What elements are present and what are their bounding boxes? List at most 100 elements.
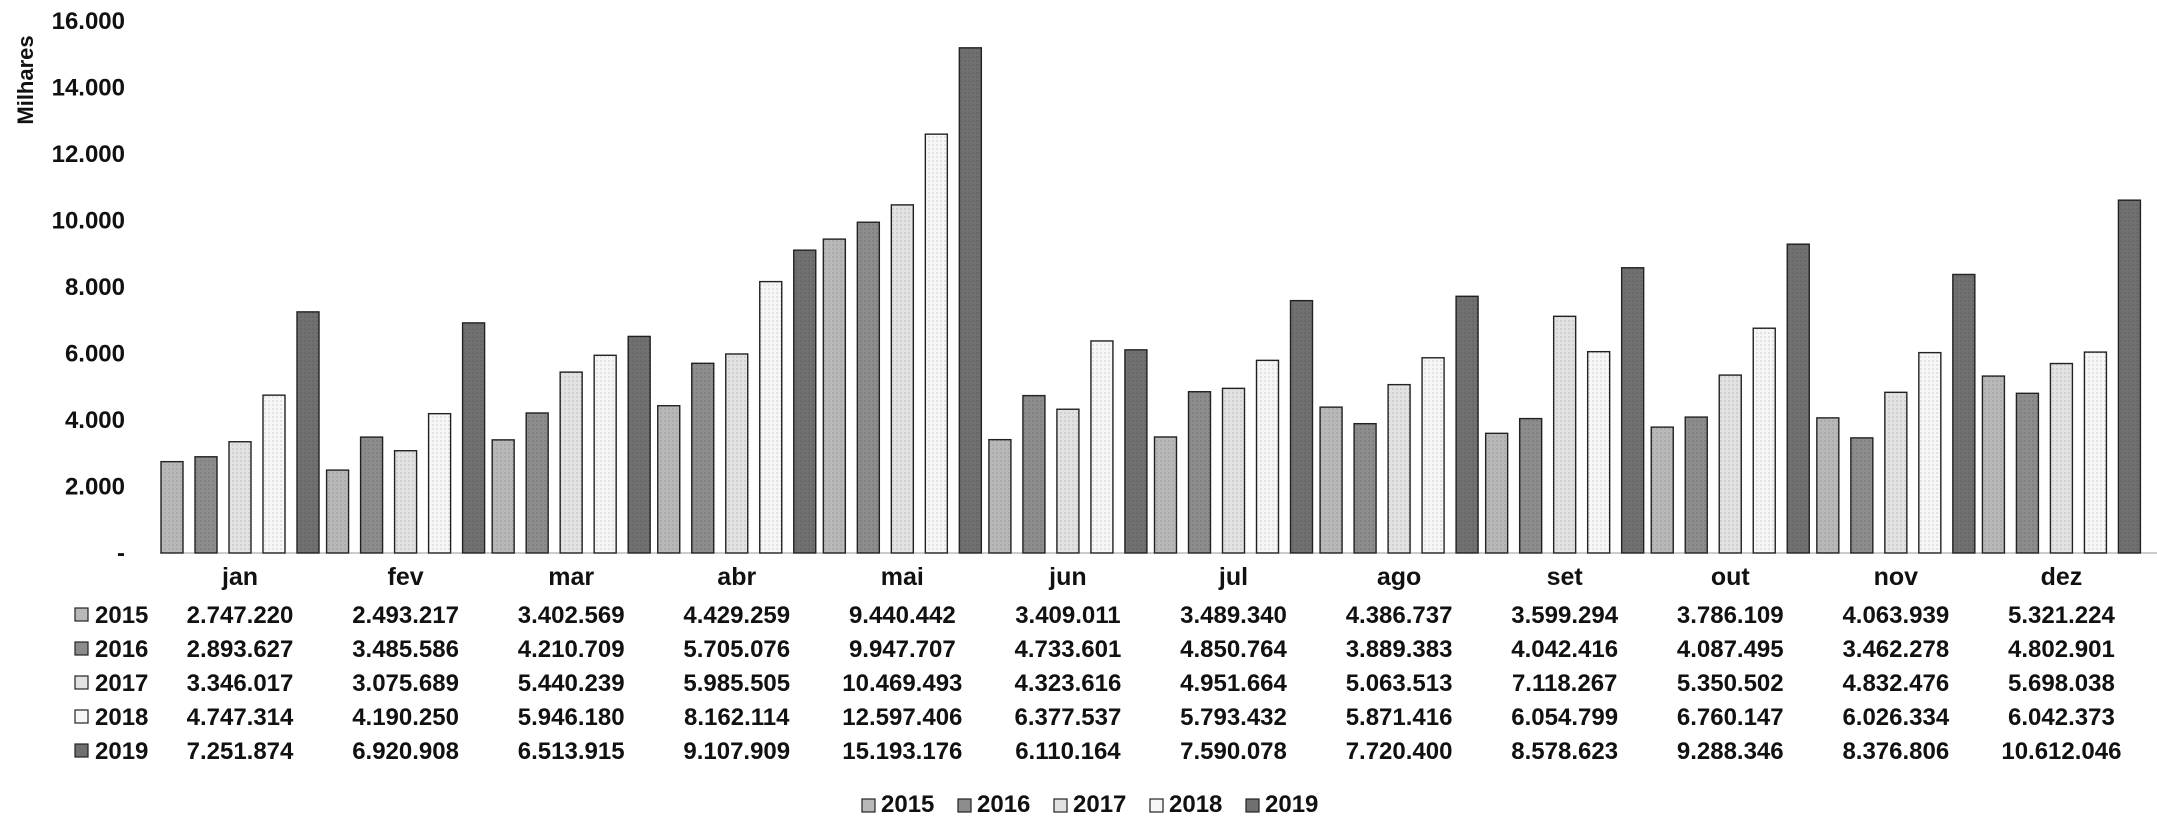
legend-label: 2018	[1169, 791, 1222, 818]
table-cell: 4.042.416	[1511, 636, 1618, 663]
table-cell: 3.599.294	[1511, 602, 1618, 629]
y-tick-label: 14.000	[52, 75, 125, 102]
table-cell: 8.162.114	[684, 704, 790, 731]
table-cell: 12.597.406	[842, 704, 962, 731]
category-label: out	[1711, 563, 1751, 591]
bar-texture	[1124, 349, 1147, 553]
table-cell: 4.429.259	[683, 602, 790, 629]
legend-swatch	[957, 798, 972, 813]
legend-label: 2015	[881, 791, 934, 818]
bar-texture	[925, 134, 948, 554]
bar-texture	[1685, 417, 1708, 553]
table-series-name: 2018	[95, 704, 148, 731]
bar-texture	[263, 395, 285, 553]
table-cell: 4.951.664	[1180, 670, 1287, 697]
table-cell: 5.321.224	[2008, 602, 2115, 629]
chart-bars	[160, 47, 2142, 554]
category-label: jun	[1048, 563, 1087, 591]
table-series-swatch	[74, 709, 89, 724]
table-cell: 5.063.513	[1346, 670, 1453, 697]
bar-texture	[2084, 352, 2107, 553]
table-cell: 5.698.038	[2008, 670, 2115, 697]
y-tick-label: 12.000	[52, 141, 125, 168]
table-cell: 4.802.901	[2008, 636, 2115, 663]
table-cell: 4.063.939	[1842, 602, 1949, 629]
table-cell: 3.489.340	[1180, 602, 1287, 629]
bar-texture	[1816, 417, 1839, 553]
table-cell: 3.402.569	[518, 602, 625, 629]
table-cell: 3.346.017	[187, 670, 294, 697]
table-cell: 7.118.267	[1512, 670, 1617, 697]
table-cell: 4.832.476	[1842, 670, 1949, 697]
table-cell: 4.323.616	[1015, 670, 1122, 697]
bar-texture	[1621, 267, 1644, 553]
category-label: jul	[1218, 563, 1248, 591]
data-table: 2015 2.747.220 2.493.217 3.402.569 4.429.259…	[74, 602, 2121, 765]
bar-texture	[1154, 436, 1177, 553]
bar-texture	[1918, 352, 1941, 553]
bar-texture	[1719, 375, 1742, 553]
bar-texture	[1982, 376, 2005, 553]
category-label: mai	[881, 563, 924, 591]
table-cell: 5.985.505	[683, 670, 790, 697]
table-cell: 8.578.623	[1511, 738, 1618, 765]
table-cell: 3.889.383	[1346, 636, 1453, 663]
bar-texture	[891, 204, 914, 554]
bar-texture	[1587, 351, 1610, 553]
table-cell: 7.720.400	[1346, 738, 1453, 765]
table-series-swatch	[74, 607, 89, 622]
table-cell: 9.440.442	[849, 602, 956, 629]
table-series-swatch	[74, 743, 89, 758]
table-cell: 3.409.011	[1015, 602, 1120, 629]
table-series-name: 2016	[95, 636, 148, 663]
table-cell: 7.590.078	[1180, 738, 1287, 765]
table-cell: 9.288.346	[1677, 738, 1784, 765]
table-cell: 5.946.180	[518, 704, 625, 731]
bar-texture	[1388, 384, 1411, 553]
table-cell: 2.747.220	[187, 602, 294, 629]
legend-swatch	[1149, 798, 1164, 813]
table-cell: 4.733.601	[1015, 636, 1122, 663]
bar-texture	[2016, 393, 2039, 553]
table-cell: 4.087.495	[1677, 636, 1784, 663]
bar-texture	[959, 47, 982, 553]
bar-texture	[1290, 300, 1313, 553]
table-cell: 2.493.217	[352, 602, 459, 629]
table-cell: 9.947.707	[849, 636, 956, 663]
table-cell: 3.075.689	[352, 670, 459, 697]
bar-texture	[1354, 423, 1377, 553]
category-label: ago	[1377, 563, 1421, 591]
legend-swatch	[1053, 798, 1068, 813]
table-cell: 6.042.373	[2008, 704, 2115, 731]
bar-texture	[1456, 296, 1479, 553]
table-cell: 5.350.502	[1677, 670, 1784, 697]
y-tick-label: 2.000	[65, 474, 125, 501]
y-tick-label: -	[117, 540, 125, 567]
bar-texture	[1422, 357, 1445, 553]
bar-texture	[628, 336, 651, 553]
table-cell: 10.612.046	[2001, 738, 2121, 765]
legend-label: 2016	[977, 791, 1030, 818]
bar-texture	[2118, 200, 2141, 553]
category-label: fev	[388, 563, 424, 591]
table-cell: 4.386.737	[1346, 602, 1453, 629]
legend-swatch	[1245, 798, 1260, 813]
table-cell: 9.107.909	[683, 738, 790, 765]
table-cell: 3.786.109	[1677, 602, 1784, 629]
category-label: dez	[2041, 563, 2083, 591]
table-series-name: 2015	[95, 602, 148, 629]
table-cell: 2.893.627	[187, 636, 294, 663]
table-cell: 15.193.176	[842, 738, 962, 765]
y-tick-label: 4.000	[65, 407, 125, 434]
y-axis-label: Milhares	[13, 35, 38, 124]
table-cell: 6.513.915	[518, 738, 625, 765]
bar-texture	[229, 441, 251, 553]
table-series-swatch	[74, 641, 89, 656]
bar-texture	[759, 281, 782, 553]
category-labels: jan fev mar abr mai jun jul ago set out nov dez	[221, 563, 2082, 591]
table-cell: 4.850.764	[1180, 636, 1287, 663]
table-series-name: 2019	[95, 738, 148, 765]
y-tick-label: 6.000	[65, 341, 125, 368]
category-label: nov	[1874, 563, 1919, 591]
table-cell: 5.705.076	[683, 636, 790, 663]
